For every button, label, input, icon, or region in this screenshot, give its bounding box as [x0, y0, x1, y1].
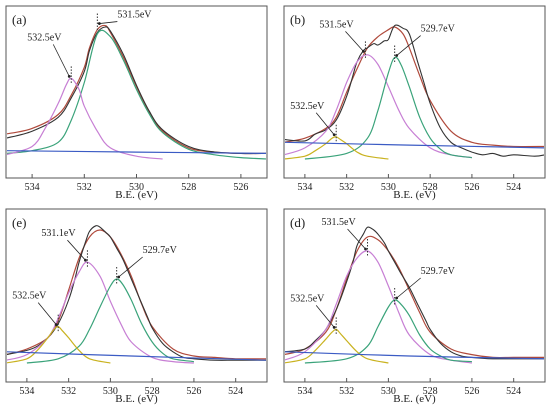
x-tick-label: 528 — [145, 386, 160, 397]
x-tick-label: 532 — [61, 386, 76, 397]
annotation-arrow — [315, 305, 335, 328]
series-line-1 — [7, 229, 266, 360]
peak-annotation-label: 529.7eV — [421, 266, 456, 277]
annotation-arrowhead — [84, 258, 87, 262]
x-tick-label: 524 — [506, 182, 521, 193]
x-tick-label: 530 — [381, 386, 396, 397]
series-line-6 — [7, 351, 266, 361]
x-tick-label: 534 — [297, 182, 312, 193]
annotation-arrow — [37, 302, 57, 325]
x-axis-label: B.E. (eV) — [115, 393, 158, 405]
series-line-4 — [26, 278, 194, 364]
series-line-6 — [285, 351, 544, 360]
x-tick-label: 524 — [228, 386, 243, 397]
peak-annotation-label: 532.5eV — [12, 291, 47, 302]
x-tick-label: 528 — [423, 182, 438, 193]
annotation-arrow — [347, 228, 366, 250]
annotation-arrow — [315, 112, 335, 136]
annotation-arrowhead — [332, 133, 336, 137]
series-line-4 — [7, 77, 163, 160]
series-line-4 — [304, 299, 472, 364]
series-line-1 — [7, 24, 266, 155]
annotation-arrowhead — [395, 54, 399, 57]
annotation-arrow — [345, 31, 364, 52]
peak-annotation-label: 531.5eV — [117, 10, 152, 21]
annotation-arrowhead — [97, 22, 101, 25]
annotation-arrowhead — [54, 323, 58, 326]
panel-label: (b) — [290, 12, 305, 27]
panel-frame — [283, 208, 546, 383]
x-tick-label: 526 — [464, 386, 479, 397]
x-tick-label: 526 — [464, 182, 479, 193]
x-axis-label: B.E. (eV) — [393, 393, 436, 405]
x-tick-label: 532 — [339, 386, 354, 397]
series-line-2 — [285, 226, 544, 360]
annotation-arrowhead — [332, 326, 336, 329]
series-line-3 — [7, 29, 266, 160]
peak-annotation-label: 532.5eV — [290, 101, 325, 112]
chart-panel-2: (b) 534 532 530 528 526 524 B.E. (eV) 531.5eV 529… — [283, 5, 546, 201]
series-group — [285, 24, 544, 160]
annotation-arrowhead — [67, 74, 71, 78]
peak-annotation-label: 531.5eV — [322, 217, 357, 228]
x-tick-label: 534 — [19, 386, 34, 397]
series-line-5 — [7, 150, 266, 154]
x-tick-label: 524 — [506, 386, 521, 397]
panel-frame — [283, 5, 546, 179]
annotation-arrowhead — [117, 275, 121, 279]
series-group — [7, 24, 266, 160]
chart-panel-3: (e) 534 532 530 528 526 524 B.E. (eV) 531.1eV 529… — [5, 208, 268, 405]
annotation-arrowhead — [362, 49, 365, 53]
chart-panel-1: (a) 534 532 530 528 526 B.E. (eV) 531.5eV 532.5e… — [5, 5, 268, 201]
chart-panel-4: (d) 534 532 530 528 526 524 B.E. (eV) 531.5eV 529… — [283, 208, 546, 405]
annotation-arrow — [396, 35, 421, 56]
panel-label: (a) — [12, 12, 26, 27]
annotation-arrow — [99, 21, 118, 24]
peak-annotation-label: 532.5eV — [290, 293, 325, 304]
x-axis-label: B.E. (eV) — [393, 189, 436, 201]
peak-annotation-label: 531.5eV — [319, 19, 354, 30]
series-line-3 — [285, 250, 472, 364]
x-tick-label: 530 — [103, 386, 118, 397]
panel-frame — [5, 208, 268, 383]
x-tick-label: 534 — [25, 182, 40, 193]
series-line-4 — [304, 56, 472, 160]
series-line-5 — [7, 325, 111, 364]
x-tick-label: 532 — [339, 182, 354, 193]
annotation-arrow — [52, 44, 70, 77]
series-line-3 — [285, 54, 472, 159]
x-tick-label: 530 — [381, 182, 396, 193]
x-tick-label: 534 — [297, 386, 312, 397]
series-line-2 — [285, 24, 544, 157]
series-line-5 — [285, 328, 389, 364]
annotation-arrow — [118, 256, 143, 278]
x-tick-label: 528 — [423, 386, 438, 397]
peak-annotation-label: 532.5eV — [27, 32, 62, 43]
peak-annotation-label: 531.1eV — [41, 228, 76, 239]
x-tick-label: 526 — [233, 182, 248, 193]
annotation-arrow — [396, 277, 421, 299]
annotation-arrow — [67, 239, 86, 261]
series-line-6 — [285, 141, 544, 149]
annotation-arrowhead — [364, 247, 367, 251]
peak-annotation-label: 529.7eV — [421, 24, 456, 35]
x-tick-label: 528 — [181, 182, 196, 193]
panel-label: (e) — [12, 215, 26, 230]
x-tick-label: 526 — [186, 386, 201, 397]
x-tick-label: 532 — [77, 182, 92, 193]
series-line-2 — [7, 225, 266, 361]
x-axis-label: B.E. (eV) — [115, 189, 158, 201]
x-tick-label: 530 — [129, 182, 144, 193]
series-line-2 — [7, 26, 266, 155]
annotation-arrowhead — [395, 296, 399, 300]
peak-annotation-label: 529.7eV — [143, 245, 178, 256]
series-line-1 — [285, 26, 544, 148]
panel-label: (d) — [290, 215, 305, 230]
